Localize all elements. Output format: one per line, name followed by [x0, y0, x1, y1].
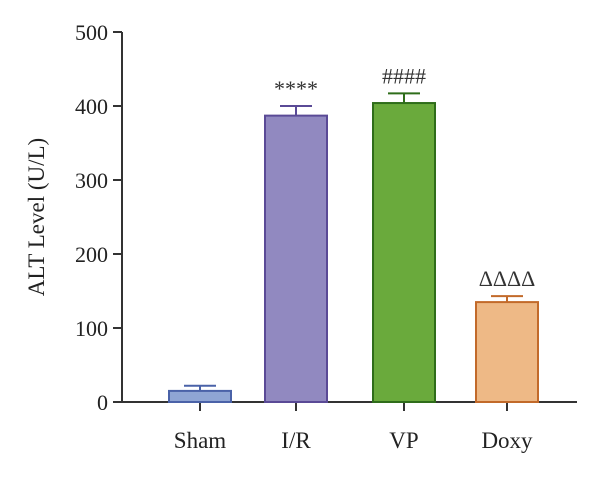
y-axis: 0 100 200 300 400 500	[75, 20, 123, 415]
significance-label: ΔΔΔΔ	[479, 266, 536, 291]
bar-i-r	[264, 114, 328, 404]
bar-vp	[372, 102, 436, 403]
y-tick-label: 100	[75, 316, 108, 341]
y-tick-label: 0	[97, 390, 108, 415]
y-tick-label: 200	[75, 242, 108, 267]
significance-label: ****	[274, 76, 318, 101]
y-axis-title: ALT Level (U/L)	[24, 138, 49, 296]
y-tick-label: 300	[75, 168, 108, 193]
bar-sham	[168, 389, 232, 403]
significance-label: ####	[382, 63, 426, 88]
bar-doxy	[475, 301, 539, 404]
bars: **** #### ΔΔΔΔ	[168, 63, 539, 404]
x-tick-label: VP	[389, 428, 418, 453]
x-tick-label: Sham	[174, 428, 227, 453]
y-tick-label: 400	[75, 94, 108, 119]
x-tick-label: Doxy	[481, 428, 533, 453]
y-tick-label: 500	[75, 20, 108, 45]
x-axis: Sham I/R VP Doxy	[122, 401, 577, 453]
x-tick-label: I/R	[281, 428, 311, 453]
